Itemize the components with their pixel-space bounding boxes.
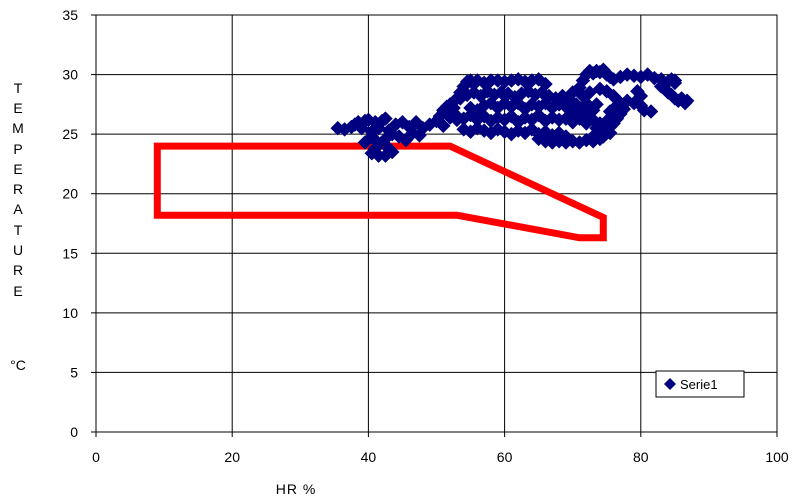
data-point <box>381 141 397 156</box>
y-axis-title-letter: °C <box>10 357 26 373</box>
data-point <box>497 95 512 111</box>
data-point <box>378 111 393 127</box>
data-point <box>582 85 598 100</box>
data-point <box>589 120 604 136</box>
y-tick-label: 25 <box>62 126 78 142</box>
y-tick-label: 20 <box>62 186 78 202</box>
y-axis-title-letter: U <box>13 242 23 258</box>
y-tick-label: 15 <box>62 245 78 261</box>
y-axis-title-letter: A <box>13 201 23 217</box>
y-axis-title-letter: E <box>13 283 22 299</box>
y-axis-title-letter: E <box>13 161 22 177</box>
legend: Serie1 <box>655 370 745 398</box>
data-point <box>679 93 695 109</box>
legend-marker-serie1 <box>664 378 676 390</box>
y-axis-ticks: 0 5 10 15 20 25 30 35 <box>62 7 96 440</box>
data-point <box>643 104 659 119</box>
y-axis-title-letter: M <box>12 120 24 136</box>
data-point <box>630 83 645 99</box>
data-point <box>510 95 526 111</box>
data-point <box>395 114 410 130</box>
data-point <box>602 125 618 141</box>
x-tick-label: 0 <box>92 449 100 465</box>
y-axis-title-letter: T <box>14 222 23 238</box>
comfort-zone <box>153 142 607 242</box>
data-point <box>589 97 604 112</box>
y-tick-label: 30 <box>62 67 78 83</box>
y-tick-label: 0 <box>70 424 78 440</box>
data-point <box>664 71 679 87</box>
data-point <box>367 141 383 156</box>
y-tick-label: 5 <box>70 364 78 380</box>
y-tick-label: 35 <box>62 7 78 23</box>
y-axis-title-letter: E <box>13 100 22 116</box>
data-point <box>466 85 482 100</box>
x-tick-label: 20 <box>224 449 240 465</box>
x-tick-label: 100 <box>765 449 789 465</box>
x-axis-ticks: 0 20 40 60 80 100 <box>92 432 789 465</box>
x-axis-title: HR % <box>276 481 317 497</box>
x-tick-label: 40 <box>361 449 377 465</box>
comfort-zone-outline <box>153 142 607 242</box>
legend-label-serie1: Serie1 <box>680 377 718 392</box>
y-axis-title-letter: R <box>13 181 23 197</box>
plot-area-border <box>95 14 778 433</box>
x-tick-label: 60 <box>497 449 513 465</box>
y-axis-title-letter: R <box>13 262 23 278</box>
series-points <box>330 62 695 163</box>
y-tick-label: 10 <box>62 305 78 321</box>
data-point <box>578 108 594 124</box>
data-point <box>391 129 407 144</box>
x-tick-label: 80 <box>633 449 649 465</box>
data-point <box>483 95 499 111</box>
data-point <box>412 127 427 143</box>
data-point <box>538 95 553 111</box>
data-point <box>568 97 584 112</box>
y-axis-title-letter: P <box>13 141 22 157</box>
y-axis-title-letter: T <box>14 80 23 96</box>
data-point <box>609 98 625 113</box>
